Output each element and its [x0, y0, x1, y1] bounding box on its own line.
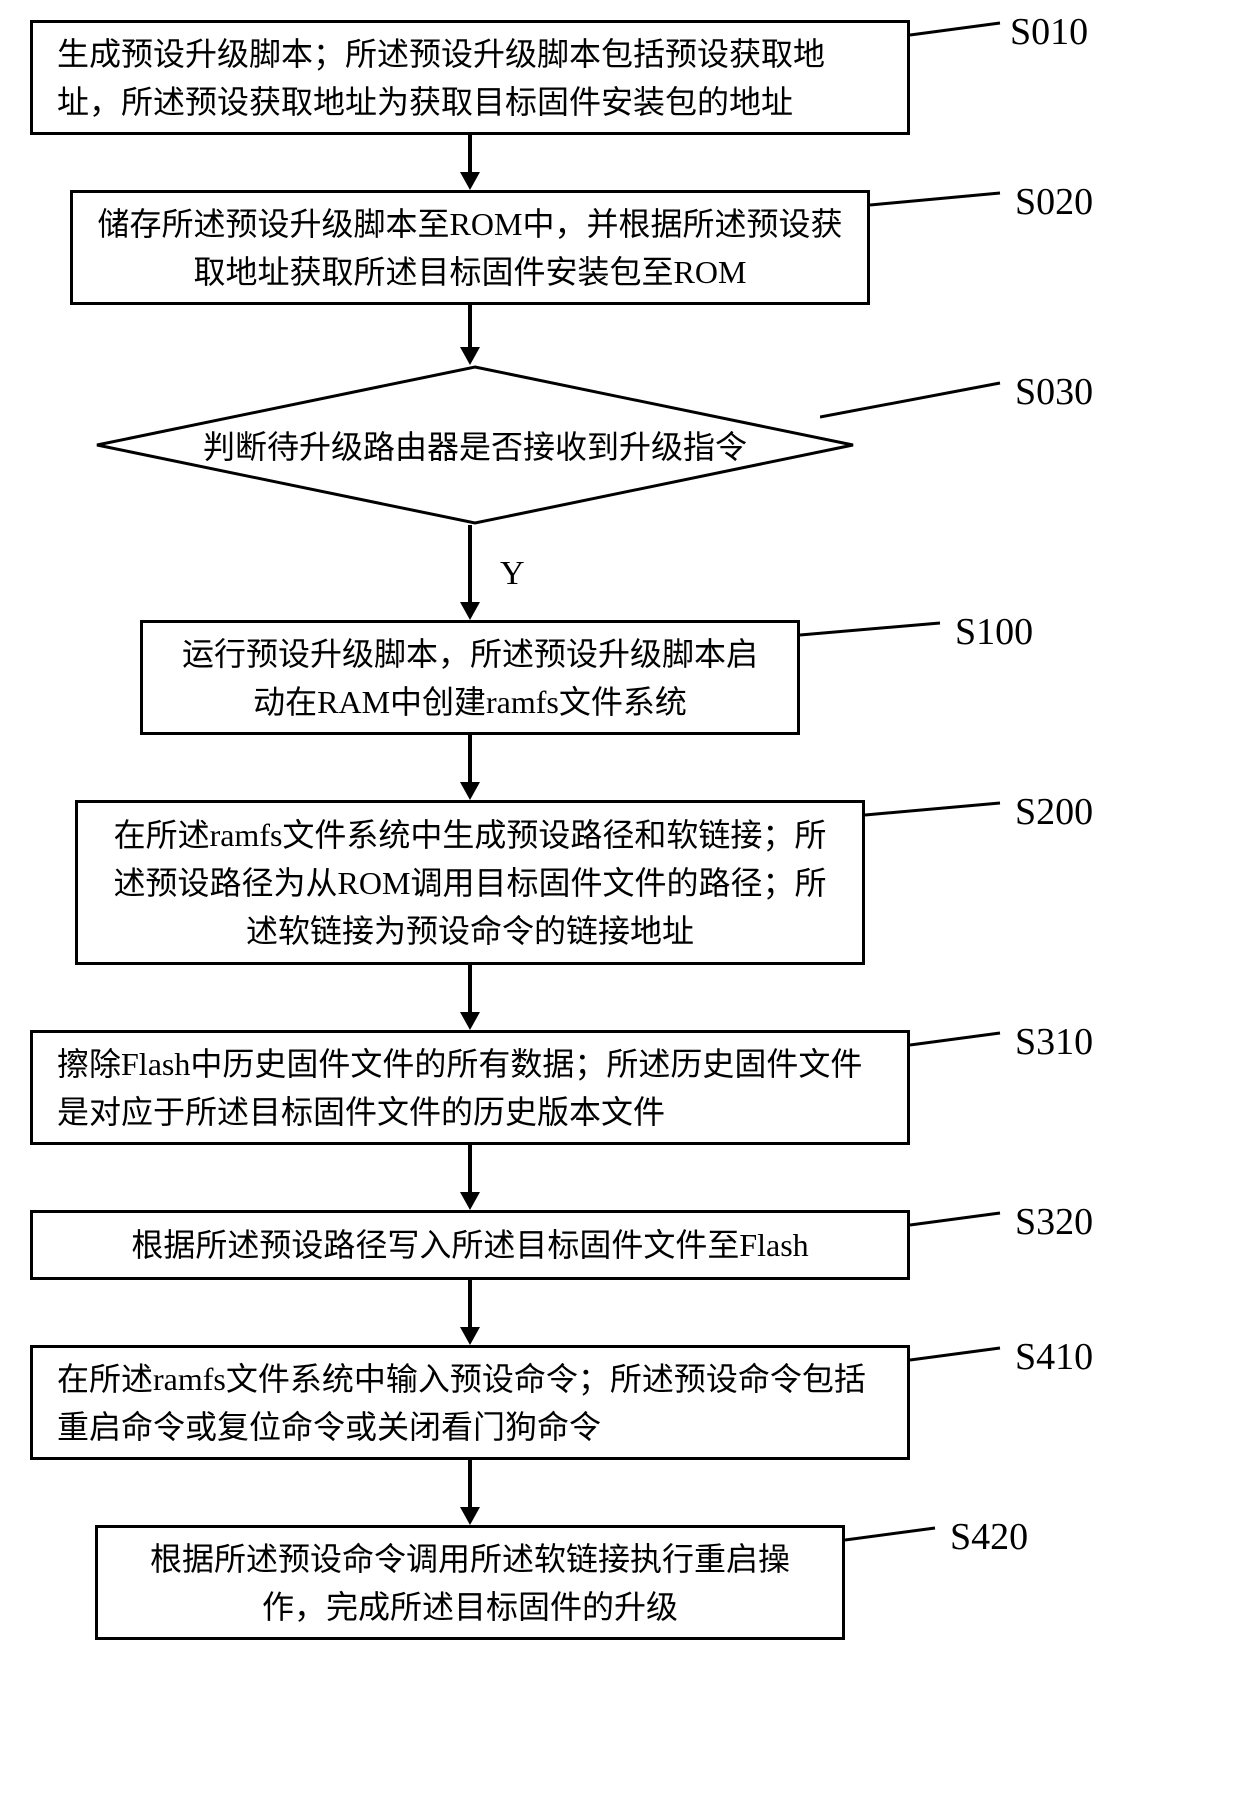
label-s020: S020 [1015, 180, 1093, 224]
arrow-1-head [460, 172, 480, 190]
arrow-5-head [460, 1012, 480, 1030]
label-s010: S010 [1010, 10, 1088, 54]
arrow-3-head [460, 602, 480, 620]
arrow-8 [468, 1460, 472, 1510]
node-s010-text: 生成预设升级脚本；所述预设升级脚本包括预设获取地址，所述预设获取地址为获取目标固… [57, 30, 883, 126]
label-s200: S200 [1015, 790, 1093, 834]
label-s320: S320 [1015, 1200, 1093, 1244]
label-s410: S410 [1015, 1335, 1093, 1379]
node-s410: 在所述ramfs文件系统中输入预设命令；所述预设命令包括重启命令或复位命令或关闭… [30, 1345, 910, 1460]
node-s100: 运行预设升级脚本，所述预设升级脚本启动在RAM中创建ramfs文件系统 [140, 620, 800, 735]
connector-s200 [865, 795, 1010, 825]
arrow-6 [468, 1145, 472, 1195]
node-s310: 擦除Flash中历史固件文件的所有数据；所述历史固件文件是对应于所述目标固件文件… [30, 1030, 910, 1145]
node-s420-text: 根据所述预设命令调用所述软链接执行重启操作，完成所述目标固件的升级 [122, 1535, 818, 1631]
arrow-4 [468, 735, 472, 785]
arrow-1 [468, 135, 472, 175]
node-s310-text: 擦除Flash中历史固件文件的所有数据；所述历史固件文件是对应于所述目标固件文件… [57, 1040, 883, 1136]
label-s100: S100 [955, 610, 1033, 654]
label-s420: S420 [950, 1515, 1028, 1559]
node-s030-text: 判断待升级路由器是否接收到升级指令 [95, 422, 855, 468]
connector-s010 [910, 15, 1010, 45]
connector-s100 [800, 615, 950, 645]
flowchart-container: 生成预设升级脚本；所述预设升级脚本包括预设获取地址，所述预设获取地址为获取目标固… [0, 0, 1240, 1799]
node-s320: 根据所述预设路径写入所述目标固件文件至Flash [30, 1210, 910, 1280]
node-s320-text: 根据所述预设路径写入所述目标固件文件至Flash [57, 1221, 883, 1269]
arrow-5 [468, 965, 472, 1015]
node-s030: 判断待升级路由器是否接收到升级指令 [95, 365, 855, 525]
arrow-7-head [460, 1327, 480, 1345]
node-s200-text: 在所述ramfs文件系统中生成预设路径和软链接；所述预设路径为从ROM调用目标固… [102, 811, 838, 955]
node-s100-text: 运行预设升级脚本，所述预设升级脚本启动在RAM中创建ramfs文件系统 [167, 630, 773, 726]
arrow-8-head [460, 1507, 480, 1525]
connector-s410 [910, 1340, 1010, 1370]
node-s420: 根据所述预设命令调用所述软链接执行重启操作，完成所述目标固件的升级 [95, 1525, 845, 1640]
connector-s420 [845, 1520, 945, 1550]
arrow-3 [468, 525, 472, 605]
node-s020: 储存所述预设升级脚本至ROM中，并根据所述预设获取地址获取所述目标固件安装包至R… [70, 190, 870, 305]
connector-s310 [910, 1025, 1010, 1055]
arrow-4-head [460, 782, 480, 800]
arrow-2 [468, 305, 472, 350]
label-s030: S030 [1015, 370, 1093, 414]
node-s200: 在所述ramfs文件系统中生成预设路径和软链接；所述预设路径为从ROM调用目标固… [75, 800, 865, 965]
connector-s030 [820, 375, 1010, 425]
arrow-2-head [460, 347, 480, 365]
branch-y: Y [500, 555, 525, 593]
node-s020-text: 储存所述预设升级脚本至ROM中，并根据所述预设获取地址获取所述目标固件安装包至R… [97, 200, 843, 296]
arrow-7 [468, 1280, 472, 1330]
connector-s020 [870, 185, 1010, 215]
node-s010: 生成预设升级脚本；所述预设升级脚本包括预设获取地址，所述预设获取地址为获取目标固… [30, 20, 910, 135]
connector-s320 [910, 1205, 1010, 1235]
node-s410-text: 在所述ramfs文件系统中输入预设命令；所述预设命令包括重启命令或复位命令或关闭… [57, 1355, 883, 1451]
arrow-6-head [460, 1192, 480, 1210]
label-s310: S310 [1015, 1020, 1093, 1064]
